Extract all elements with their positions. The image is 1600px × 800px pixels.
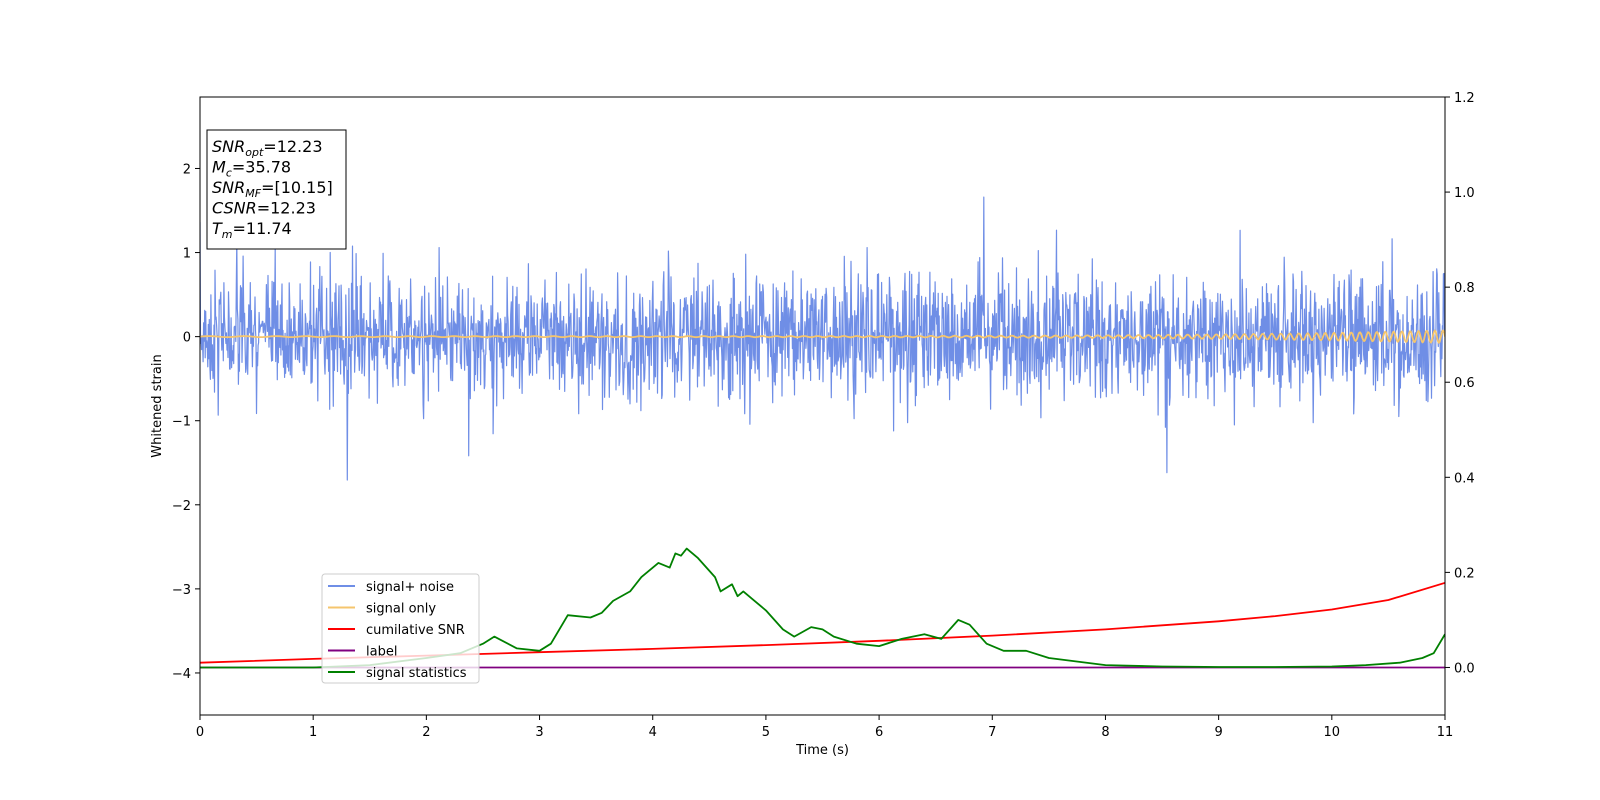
legend-label-label: label (366, 645, 397, 660)
x-tick-label: 10 (1324, 725, 1341, 740)
x-tick-label: 6 (875, 725, 883, 740)
series-line-signal-noise (200, 196, 1445, 481)
y2-tick-label: 0.6 (1454, 376, 1475, 391)
legend: signal+ noise signal only cumilative SNR la… (321, 573, 480, 684)
y2-tick-label: 0.4 (1454, 471, 1475, 486)
legend-label-signal-noise: signal+ noise (366, 580, 454, 595)
y-tick-label: −1 (172, 415, 191, 430)
info-line: CSNR=12.23 (212, 199, 316, 218)
info-box-frame (206, 129, 347, 250)
x-axis-label: Time (s) (795, 743, 849, 758)
info-subscript: MF (245, 187, 261, 200)
info-subscript: opt (245, 146, 264, 159)
series-line-signal-only (200, 329, 1445, 344)
legend-label-cumilative-snr: cumilative SNR (366, 623, 465, 638)
y-axis-label: Whitened strain (150, 354, 165, 457)
legend-label-signal-statistics: signal statistics (366, 666, 467, 681)
series-line-signal-statistics (200, 547, 1445, 669)
y-tick-label: −4 (172, 667, 191, 682)
info-line: SNRMF=[10.15] (212, 178, 333, 200)
info-symbol: SNR (212, 178, 245, 197)
legend-label-signal-only: signal only (366, 602, 436, 617)
info-symbol: T (212, 219, 223, 238)
info-value: =12.23 (257, 199, 316, 218)
info-symbol: CSNR (212, 199, 257, 218)
x-tick-label: 5 (762, 725, 770, 740)
info-value: =11.74 (233, 219, 292, 238)
axes-layer: 0 1 2 3 4 5 6 7 8 9 10 11 −4 −3 −2 −1 0 1 2 0.0 0.2 0.4 0.6 0.8… (172, 91, 1475, 740)
info-line: Mc=35.78 (212, 158, 291, 180)
x-tick-label: 11 (1437, 725, 1454, 740)
info-box: SNRopt=12.23Mc=35.78SNRMF=[10.15]CSNR=12… (206, 129, 347, 250)
info-line: SNRopt=12.23 (212, 137, 323, 159)
info-symbol: M (212, 158, 226, 177)
y2-tick-label: 1.2 (1454, 91, 1475, 106)
x-tick-label: 0 (196, 725, 204, 740)
y-tick-label: 1 (183, 247, 191, 262)
plot-frame (199, 96, 1446, 716)
x-tick-label: 2 (422, 725, 430, 740)
info-line: Tm=11.74 (212, 219, 292, 241)
info-subscript: m (222, 228, 233, 241)
legend-frame (321, 573, 480, 684)
y2-tick-label: 0.0 (1454, 661, 1475, 676)
y-tick-label: 0 (183, 331, 191, 346)
info-symbol: SNR (212, 137, 245, 156)
y2-tick-label: 0.2 (1454, 566, 1475, 581)
info-value: =12.23 (263, 137, 322, 156)
info-value: =35.78 (232, 158, 291, 177)
y-tick-label: −3 (172, 583, 191, 598)
info-subscript: c (226, 167, 232, 180)
y-tick-label: 2 (183, 162, 191, 177)
y-tick-label: −2 (172, 499, 191, 514)
info-value: =[10.15] (261, 178, 333, 197)
y2-tick-label: 1.0 (1454, 186, 1475, 201)
x-tick-label: 8 (1101, 725, 1109, 740)
x-tick-label: 1 (309, 725, 317, 740)
x-tick-label: 4 (649, 725, 657, 740)
x-tick-label: 7 (988, 725, 996, 740)
x-tick-label: 9 (1214, 725, 1222, 740)
x-tick-label: 3 (535, 725, 543, 740)
y2-tick-label: 0.8 (1454, 281, 1475, 296)
